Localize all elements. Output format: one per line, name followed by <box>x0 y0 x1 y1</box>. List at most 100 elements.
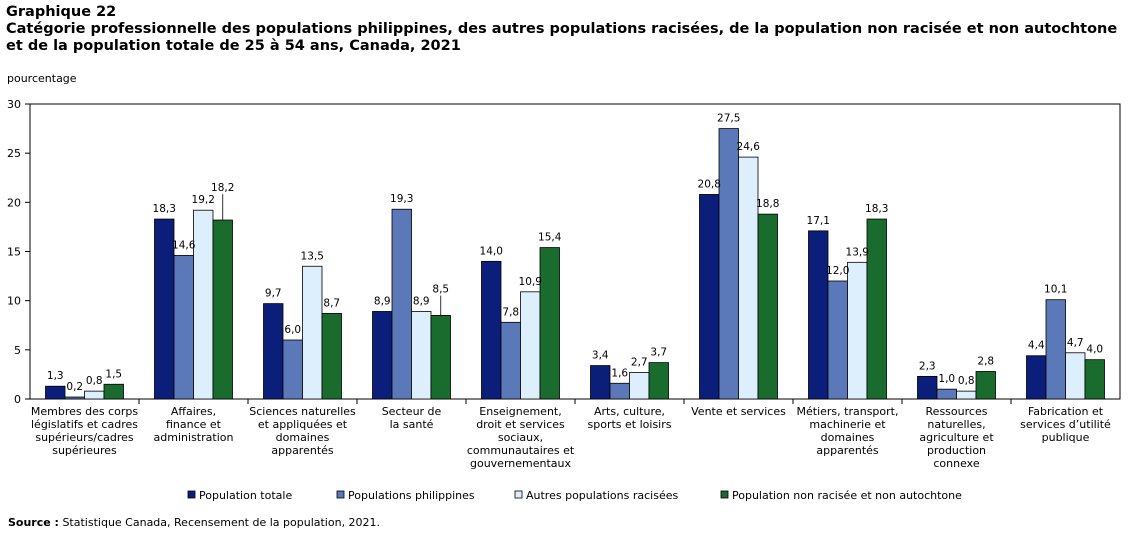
category-label: Secteur de la santé <box>382 405 442 431</box>
source-note: Source : Statistique Canada, Recensement… <box>8 516 380 529</box>
data-label: 4,0 <box>1086 344 1103 356</box>
data-label: 8,7 <box>323 297 340 309</box>
data-label: 18,3 <box>865 203 888 215</box>
bar <box>590 365 611 400</box>
data-label: 10,9 <box>519 276 542 288</box>
bar <box>648 362 669 400</box>
data-label: 13,5 <box>301 250 324 262</box>
bar <box>64 396 85 400</box>
bar <box>282 339 303 400</box>
bar <box>500 321 521 400</box>
bar <box>302 265 323 400</box>
category-label: Fabrication et services d’utilité publique <box>1020 405 1111 444</box>
bar <box>193 209 214 400</box>
data-label: 3,7 <box>650 347 667 359</box>
data-label: 4,7 <box>1067 337 1084 349</box>
bar <box>321 313 342 400</box>
data-label: 8,5 <box>432 283 449 295</box>
data-label: 14,6 <box>172 239 196 251</box>
data-label: 19,2 <box>192 194 215 206</box>
category-label: Membres des corps législatifs et cadres su… <box>31 405 138 457</box>
chart-number: Graphique 22 <box>6 4 117 20</box>
legend-label: Autres populations racisées <box>526 489 678 502</box>
bar <box>372 311 393 400</box>
data-label: 1,6 <box>611 367 628 379</box>
data-label: 1,3 <box>47 370 64 382</box>
data-label: 15,4 <box>538 232 562 244</box>
chart-title: Graphique 22 Catégorie professionnelle d… <box>6 4 1130 55</box>
data-label: 8,9 <box>413 295 430 307</box>
bar <box>629 372 650 400</box>
bar <box>173 255 194 400</box>
bar <box>847 261 868 400</box>
y-tick-label: 20 <box>7 196 21 209</box>
data-label: 0,8 <box>958 375 975 387</box>
legend-swatch <box>514 490 523 499</box>
bar <box>866 218 887 400</box>
y-axis-title: pourcentage <box>7 72 77 85</box>
category-label: Métiers, transport, machinerie et domaines… <box>797 405 899 457</box>
bar <box>609 382 630 400</box>
data-label: 18,8 <box>756 198 779 210</box>
y-tick-label: 15 <box>7 246 21 259</box>
bar <box>917 375 938 400</box>
data-label: 17,1 <box>807 215 830 227</box>
bar <box>1045 299 1066 400</box>
bar <box>738 156 759 400</box>
data-label: 0,2 <box>66 381 83 393</box>
data-label: 8,9 <box>374 295 391 307</box>
data-label: 1,5 <box>105 368 122 380</box>
bar <box>1084 359 1105 400</box>
bar <box>212 219 233 400</box>
data-label: 2,8 <box>977 355 994 367</box>
data-label: 3,4 <box>592 350 609 362</box>
category-label: Arts, culture, sports et loisirs <box>588 405 672 431</box>
bar <box>520 291 541 400</box>
legend-label: Populations philippines <box>348 489 475 502</box>
category-label: Enseignement, droit et services sociaux, co… <box>467 405 575 470</box>
data-label: 1,0 <box>938 373 955 385</box>
source-label: Source : <box>8 516 59 529</box>
bar <box>699 194 720 400</box>
bar <box>84 390 105 400</box>
y-tick-label: 10 <box>7 295 21 308</box>
bar <box>539 247 560 400</box>
category-label: Ressources naturelles, agriculture et produ… <box>919 405 994 470</box>
y-tick-label: 30 <box>7 98 21 111</box>
data-label: 9,7 <box>265 288 282 300</box>
bar <box>757 213 778 400</box>
data-label: 7,8 <box>502 306 519 318</box>
data-label: 24,6 <box>737 141 761 153</box>
bar <box>1065 352 1086 400</box>
bar <box>430 315 451 400</box>
data-label: 6,0 <box>284 324 301 336</box>
legend-label: Population totale <box>199 489 292 502</box>
bar <box>263 303 284 400</box>
chart-title-line-2: et de la population totale de 25 à 54 an… <box>6 38 461 54</box>
data-label: 27,5 <box>717 113 740 125</box>
y-tick-label: 0 <box>14 393 21 406</box>
y-tick-label: 5 <box>14 344 21 357</box>
bar <box>103 383 124 400</box>
data-label: 10,1 <box>1044 284 1067 296</box>
category-label: Affaires, finance et administration <box>154 405 234 444</box>
legend-label: Population non racisée et non autochtone <box>732 489 962 502</box>
y-tick-label: 25 <box>7 147 21 160</box>
bar <box>1026 355 1047 400</box>
bar <box>827 280 848 400</box>
data-label: 2,7 <box>631 356 648 368</box>
bar <box>936 388 957 400</box>
data-label: 13,9 <box>846 246 869 258</box>
data-label: 18,3 <box>153 203 176 215</box>
data-label: 4,4 <box>1028 340 1045 352</box>
legend-swatch <box>720 490 729 499</box>
data-label: 2,3 <box>919 360 936 372</box>
chart-title-line-1: Catégorie professionnelle des population… <box>6 21 1118 37</box>
data-label: 12,0 <box>826 265 849 277</box>
data-label: 0,8 <box>86 375 103 387</box>
data-label: 18,2 <box>211 182 234 194</box>
data-label: 19,3 <box>390 193 413 205</box>
bar <box>481 260 502 400</box>
bar <box>411 311 432 400</box>
